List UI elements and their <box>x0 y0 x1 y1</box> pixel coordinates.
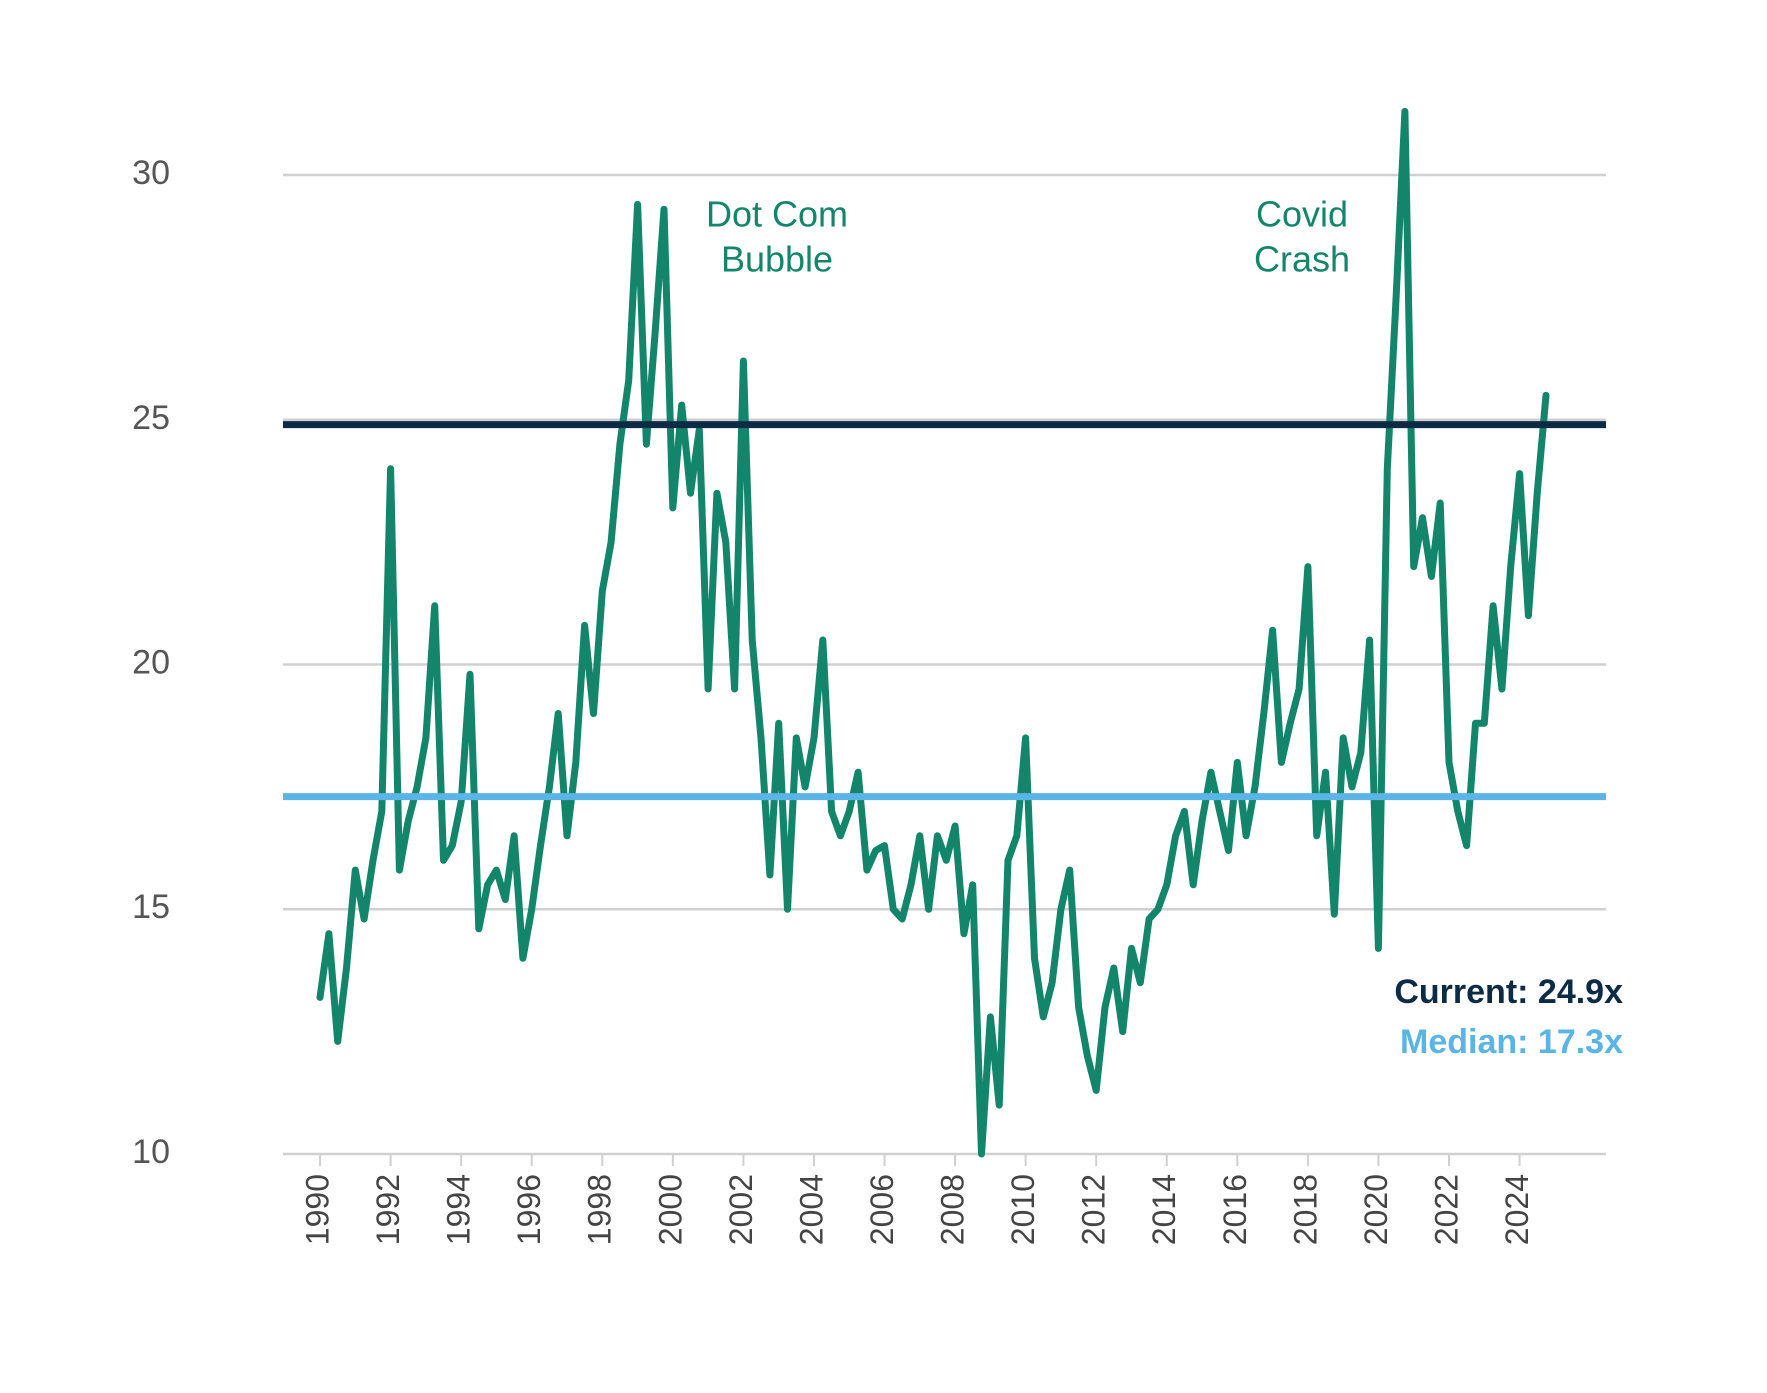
annotation: Covid <box>1256 194 1348 235</box>
x-tick-label: 1996 <box>511 1174 547 1245</box>
x-tick-label: 2014 <box>1146 1174 1182 1245</box>
annotation: Bubble <box>721 239 833 280</box>
annotation: Dot Com <box>706 194 848 235</box>
x-tick-label: 2006 <box>864 1174 900 1245</box>
x-tick-label: 1998 <box>582 1174 618 1245</box>
x-tick-label: 2010 <box>1005 1174 1041 1245</box>
x-tick-label: 2012 <box>1076 1174 1112 1245</box>
reference-label: Median: 17.3x <box>1400 1023 1623 1061</box>
x-tick-label: 2000 <box>652 1174 688 1245</box>
x-tick-label: 2016 <box>1217 1174 1253 1245</box>
x-tick-label: 1994 <box>441 1174 477 1245</box>
x-tick-label: 2024 <box>1499 1174 1535 1245</box>
y-tick-label: 30 <box>132 154 170 192</box>
y-tick-label: 25 <box>132 399 170 437</box>
y-tick-label: 20 <box>132 643 170 681</box>
y-tick-label: 10 <box>132 1133 170 1171</box>
annotation: Crash <box>1254 239 1350 280</box>
x-tick-label: 2002 <box>723 1174 759 1245</box>
x-tick-label: 2020 <box>1358 1174 1394 1245</box>
data-line <box>316 107 1550 1158</box>
x-tick-label: 2008 <box>935 1174 971 1245</box>
x-tick-label: 2004 <box>793 1174 829 1245</box>
x-tick-label: 2018 <box>1287 1174 1323 1245</box>
x-tick-label: 2022 <box>1428 1174 1464 1245</box>
x-tick-label: 1990 <box>299 1174 335 1245</box>
y-tick-label: 15 <box>132 888 170 926</box>
reference-label: Current: 24.9x <box>1394 973 1623 1011</box>
x-tick-label: 1992 <box>370 1174 406 1245</box>
